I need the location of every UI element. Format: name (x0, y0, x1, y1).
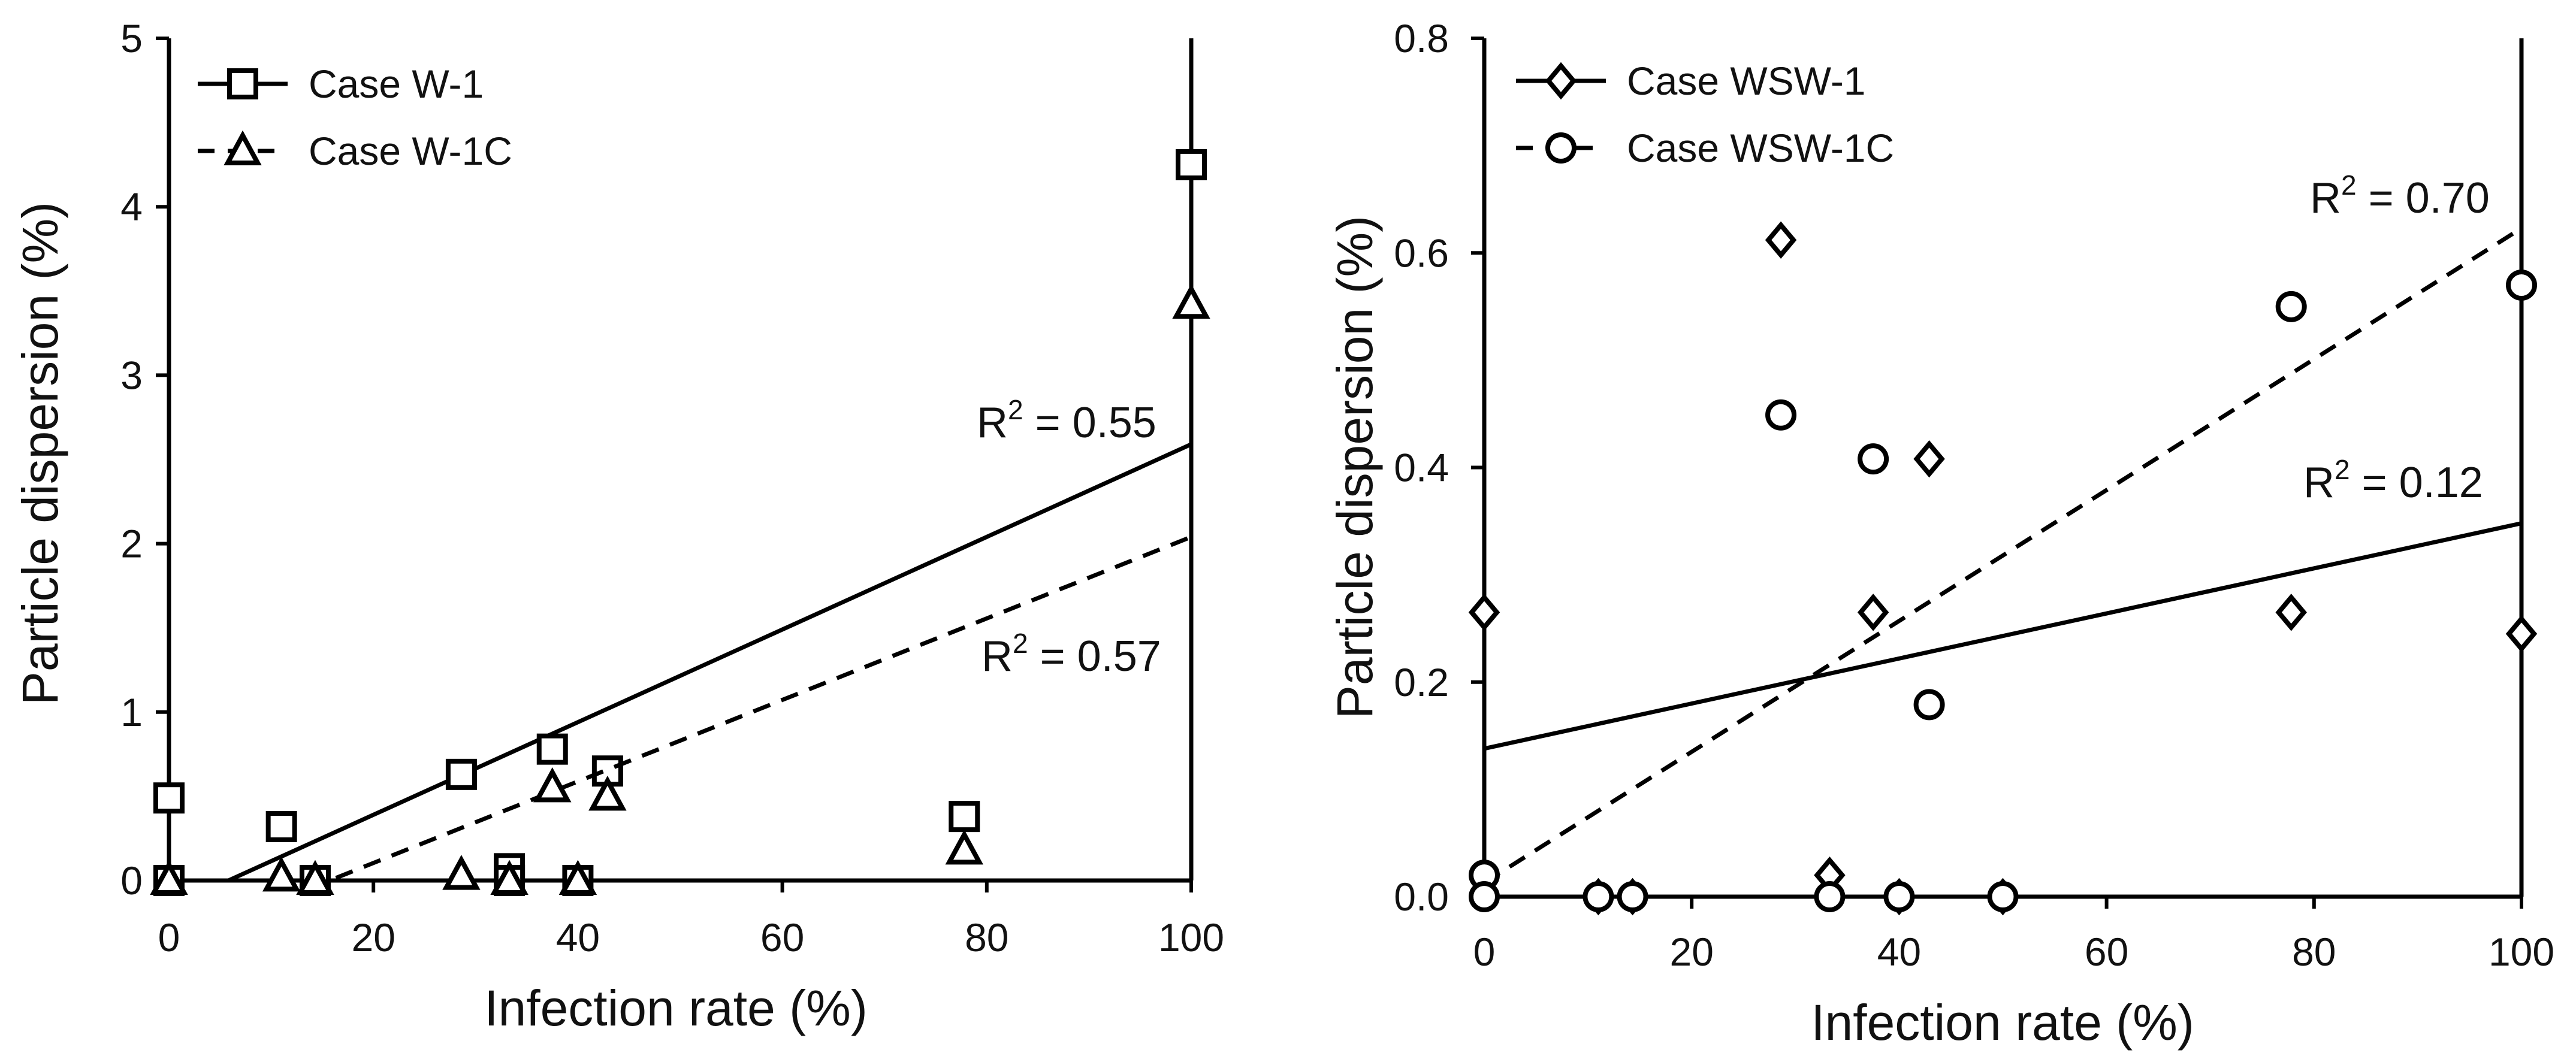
data-point-circle (1883, 881, 1915, 912)
x-tick-label: 0 (158, 915, 180, 960)
legend-marker-circle (1545, 132, 1577, 164)
r2-label: R2 = 0.70 (2310, 170, 2490, 222)
y-tick-label: 0.0 (1394, 875, 1449, 919)
data-point-triangle (1172, 283, 1210, 319)
data-point-diamond (2505, 615, 2538, 653)
fit-line-case-wsw-1c (1484, 226, 2521, 885)
y-tick-label: 5 (120, 16, 143, 60)
data-point-square (153, 782, 185, 814)
data-point-circle (2275, 291, 2307, 322)
y-tick-label: 0.2 (1394, 660, 1449, 704)
y-tick-label: 0.6 (1394, 231, 1449, 275)
data-point-circle (1858, 443, 1889, 475)
y-tick-label: 0 (120, 858, 143, 903)
data-point-diamond (2275, 594, 2307, 631)
legend-marker-square (227, 68, 258, 99)
r2-label: R2 = 0.57 (982, 628, 1161, 680)
data-point-triangle (945, 830, 983, 865)
x-tick-label: 80 (965, 915, 1008, 960)
data-point-square (445, 758, 477, 790)
y-tick-label: 0.4 (1394, 446, 1449, 490)
y-tick-label: 4 (120, 184, 143, 229)
x-axis-label: Infection rate (%) (484, 980, 868, 1036)
legend-label: Case W-1 (309, 62, 484, 106)
data-point-square (265, 811, 297, 843)
x-tick-label: 100 (1158, 915, 1224, 960)
legend-label: Case W-1C (309, 129, 512, 173)
data-point-square (536, 733, 568, 765)
x-tick-label: 20 (351, 915, 395, 960)
data-point-diamond (1468, 594, 1500, 631)
data-point-circle (1987, 881, 2019, 912)
y-tick-label: 2 (120, 522, 143, 566)
data-point-triangle (296, 860, 334, 895)
data-point-circle (1765, 399, 1797, 431)
data-point-square (1176, 149, 1207, 180)
chart-right-wsw1: 0.0 0.2 0.4 0.6 0.8 0 20 40 60 80 100 Infection rat… (1327, 16, 2554, 1051)
data-point-triangle (490, 860, 529, 895)
fit-line-case-w-1c (324, 535, 1191, 881)
x-tick-label: 0 (1473, 930, 1496, 974)
data-point-square (949, 801, 980, 833)
data-point-diamond (1857, 594, 1889, 631)
legend-marker-diamond (1545, 62, 1577, 100)
legend-label: Case WSW-1C (1627, 126, 1894, 170)
fit-line-case-wsw-1 (1484, 521, 2521, 751)
data-point-circle (1469, 881, 1500, 912)
data-point-circle (2506, 269, 2537, 301)
r2-label: R2 = 0.55 (977, 394, 1156, 447)
data-point-triangle (150, 860, 188, 895)
data-point-circle (1814, 881, 1846, 912)
x-tick-label: 20 (1669, 930, 1713, 974)
data-point-triangle (588, 776, 627, 811)
y-tick-label: 0.8 (1394, 16, 1449, 60)
y-axis-label: Particle dispersion (%) (1327, 216, 1383, 719)
x-tick-label: 100 (2489, 930, 2554, 974)
data-point-diamond (1765, 221, 1797, 259)
y-axis-label: Particle dispersion (%) (12, 202, 68, 705)
r2-label: R2 = 0.12 (2303, 454, 2483, 507)
data-point-diamond (1913, 440, 1945, 478)
x-tick-label: 40 (556, 915, 600, 960)
legend-marker-triangle (224, 130, 262, 165)
data-point-triangle (262, 856, 301, 892)
legend-label: Case WSW-1 (1627, 59, 1866, 103)
fit-line-case-w-1 (223, 442, 1191, 881)
data-point-circle (1913, 689, 1945, 721)
data-point-triangle (442, 855, 481, 890)
y-tick-label: 3 (120, 353, 143, 397)
y-tick-label: 1 (120, 690, 143, 734)
x-tick-label: 60 (760, 915, 804, 960)
data-point-circle (1617, 881, 1648, 912)
data-point-triangle (533, 767, 572, 803)
x-tick-label: 40 (1877, 930, 1921, 974)
data-point-triangle (558, 860, 597, 895)
x-tick-label: 60 (2085, 930, 2128, 974)
chart-left-w1: 0 1 2 3 4 5 0 20 40 60 80 100 Infection rate (%) Part… (12, 16, 1224, 1036)
data-point-circle (1583, 881, 1614, 912)
x-axis-label: Infection rate (%) (1811, 994, 2194, 1051)
x-tick-label: 80 (2292, 930, 2336, 974)
